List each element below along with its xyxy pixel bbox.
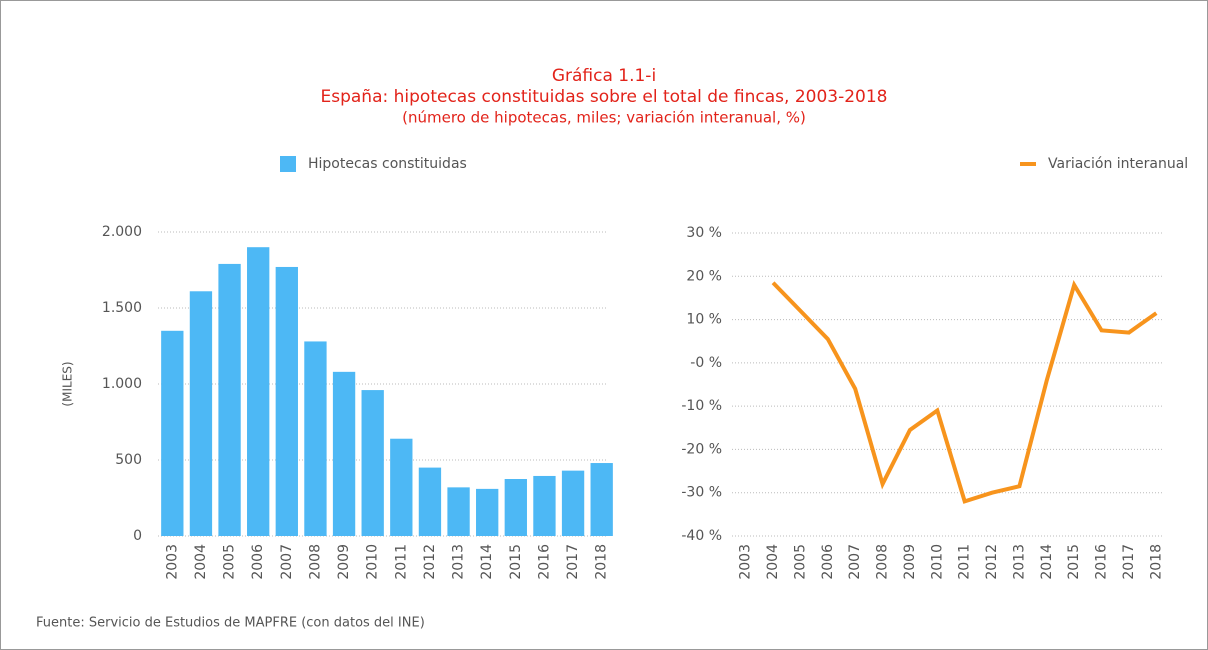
bar [189, 291, 213, 536]
bar [361, 390, 384, 536]
y-tick-label: 20 % [686, 268, 722, 284]
x-tick-label: 2012 [984, 544, 1000, 580]
x-tick-label: 2009 [336, 544, 352, 580]
y-tick-label: -20 % [681, 441, 722, 457]
legend-label: Hipotecas constituidas [308, 156, 467, 172]
x-tick-label: 2016 [1094, 544, 1110, 580]
bar [247, 247, 270, 536]
line [771, 279, 1158, 504]
x-tick-label: 2016 [536, 544, 552, 580]
bar [304, 341, 327, 536]
y-tick-label: 2.000 [102, 224, 142, 240]
x-tick-label: 2011 [393, 544, 409, 580]
x-tick-label: 2011 [957, 544, 973, 580]
y-tick-label: 500 [115, 452, 142, 468]
bar [561, 470, 585, 536]
bar [275, 266, 298, 536]
y-tick-label: -30 % [681, 485, 722, 501]
bar [590, 463, 613, 536]
x-tick-label: 2003 [738, 544, 754, 580]
x-tick-label: 2004 [193, 544, 209, 580]
x-tick-label: 2005 [222, 544, 238, 580]
bar [332, 371, 356, 536]
note: (número de hipotecas, miles; variación i… [402, 109, 806, 127]
bar [218, 263, 241, 536]
x-tick-label: 2018 [594, 544, 610, 580]
x-tick-label: 2015 [1066, 544, 1082, 580]
x-tick-label: 2018 [1148, 544, 1164, 580]
x-tick-label: 2013 [1011, 544, 1027, 580]
y-tick-label: -40 % [681, 528, 722, 544]
x-tick-label: 2008 [307, 544, 323, 580]
x-tick-label: 2003 [164, 544, 180, 580]
bar [390, 438, 413, 536]
bar [504, 479, 527, 536]
x-tick-label: 2008 [875, 544, 891, 580]
bar [418, 467, 442, 536]
title: Gráfica 1.1-i [552, 66, 656, 86]
y-tick-label: -0 % [690, 355, 722, 371]
source: Fuente: Servicio de Estudios de MAPFRE (… [36, 616, 425, 631]
x-tick-label: 2007 [279, 544, 295, 580]
y-axis-label: (MILES) [61, 361, 75, 406]
y-tick-label: -10 % [681, 398, 722, 414]
y-tick-label: 1.500 [102, 300, 142, 316]
x-tick-label: 2005 [792, 544, 808, 580]
x-tick-label: 2017 [565, 544, 581, 580]
x-tick-label: 2006 [820, 544, 836, 580]
bar [161, 330, 184, 536]
x-tick-label: 2007 [847, 544, 863, 580]
x-tick-label: 2004 [765, 544, 781, 580]
x-tick-label: 2010 [365, 544, 381, 580]
x-tick-label: 2014 [1039, 544, 1055, 580]
bar [476, 488, 499, 536]
x-tick-label: 2017 [1121, 544, 1137, 580]
x-tick-label: 2006 [250, 544, 266, 580]
x-tick-label: 2014 [479, 544, 495, 580]
subtitle: España: hipotecas constituidas sobre el … [321, 87, 888, 107]
y-tick-label: 10 % [686, 312, 722, 328]
legend-swatch [280, 156, 296, 172]
x-tick-label: 2012 [422, 544, 438, 580]
x-tick-label: 2015 [508, 544, 524, 580]
y-tick-label: 1.000 [102, 376, 142, 392]
bar [447, 487, 470, 536]
x-tick-label: 2010 [929, 544, 945, 580]
y-tick-label: 0 [133, 528, 142, 544]
bar [533, 475, 556, 536]
x-tick-label: 2013 [451, 544, 467, 580]
legend-label: Variación interanual [1048, 156, 1188, 172]
y-tick-label: 30 % [686, 225, 722, 241]
x-tick-label: 2009 [902, 544, 918, 580]
